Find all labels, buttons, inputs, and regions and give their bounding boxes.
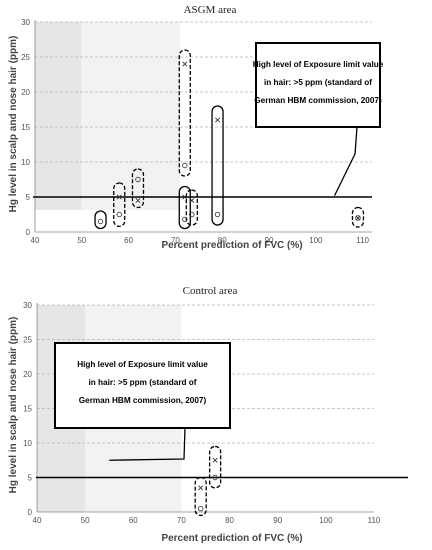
chart-1: ASGM area 0 5 10 15 20 25 30 40 50 60 70 80 90 100 110 P… (8, 4, 384, 251)
annotation-text-line: German HBM commission, 2007) (254, 96, 382, 105)
data-point-circle (355, 215, 361, 221)
y-tick-label: 15 (23, 405, 32, 414)
data-point-circle (116, 211, 122, 218)
data-point-cross (189, 197, 195, 204)
group-outline (185, 189, 198, 226)
y-tick-label: 20 (23, 370, 32, 379)
y-tick-label: 10 (21, 158, 30, 167)
x-tick-label: 60 (129, 516, 138, 525)
data-point-cross (198, 485, 204, 491)
chart-title: ASGM area (184, 4, 237, 16)
y-tick-label: 5 (28, 474, 33, 483)
x-tick-label: 40 (33, 516, 42, 525)
data-point-cross (215, 117, 221, 123)
x-tick-label: 110 (368, 516, 381, 525)
y-tick-label: 20 (21, 88, 30, 97)
chart-title: Control area (183, 285, 238, 297)
annotation-pointer (109, 427, 186, 461)
group-outline (178, 49, 191, 177)
data-point-circle (182, 216, 188, 223)
annotation-text-line: High level of Exposure limit value (253, 60, 384, 69)
group-outline (208, 445, 222, 489)
y-tick-label: 25 (23, 336, 32, 345)
group-outline (351, 206, 365, 228)
shaded-band (81, 22, 181, 210)
data-point-circle (182, 162, 188, 169)
y-tick-label: 0 (26, 228, 31, 237)
group-outline (94, 210, 107, 230)
annotation-pointer (333, 126, 358, 196)
y-tick-label: 5 (26, 193, 31, 202)
y-tick-label: 15 (21, 123, 30, 132)
data-point-cross (182, 194, 188, 200)
data-point-cross (355, 215, 361, 221)
annotation-text-line: in hair: >5 ppm (standard of (264, 78, 372, 87)
y-tick-label: 0 (28, 508, 33, 517)
x-tick-label: 50 (81, 516, 90, 525)
annotation-text-line: German HBM commission, 2007) (79, 396, 207, 405)
y-tick-label: 10 (23, 439, 32, 448)
x-tick-label: 90 (273, 516, 282, 525)
x-tick-label: 80 (225, 516, 234, 525)
y-tick-label: 25 (21, 53, 30, 62)
x-tick-label: 100 (309, 236, 323, 245)
x-axis-label: Percent prediction of FVC (%) (161, 533, 302, 544)
x-tick-label: 70 (171, 236, 180, 245)
data-point-circle (214, 211, 221, 218)
group-outline (194, 476, 207, 517)
annotation-box (255, 42, 381, 128)
data-point-circle (97, 218, 104, 225)
x-tick-label: 50 (77, 236, 86, 245)
group-outline (178, 185, 191, 230)
data-point-circle (197, 505, 204, 512)
group-outline (211, 105, 224, 226)
data-point-cross (182, 61, 188, 67)
chart-2: Control area 0 5 10 15 20 25 30 40 50 60 70 80 90 100 1… (8, 285, 408, 544)
data-point-circle (189, 211, 195, 218)
data-point-cross (212, 457, 218, 463)
data-point-cross (135, 197, 141, 204)
x-tick-label: 40 (31, 236, 40, 245)
group-outline (131, 168, 145, 209)
y-tick-label: 30 (21, 18, 30, 27)
x-tick-label: 80 (218, 236, 227, 245)
x-tick-label: 60 (124, 236, 133, 245)
data-point-circle (135, 176, 141, 183)
annotation-box (54, 342, 231, 429)
group-outline (113, 182, 126, 228)
x-tick-label: 90 (265, 236, 274, 245)
x-tick-label: 70 (177, 516, 186, 525)
x-tick-label: 110 (356, 236, 369, 245)
y-tick-label: 30 (23, 301, 32, 310)
y-axis-label: Hg level in scalp and nose hair (ppm) (8, 36, 19, 213)
x-axis-label: Percent prediction of FVC (%) (161, 240, 302, 251)
annotation-text-line: in hair: >5 ppm (standard of (88, 378, 196, 387)
y-axis-label: Hg level in scalp and nose hair (ppm) (8, 317, 19, 494)
data-point-cross (116, 194, 122, 200)
shaded-band (35, 22, 82, 210)
x-tick-label: 100 (319, 516, 333, 525)
data-point-circle (212, 474, 218, 481)
annotation-text-line: High level of Exposure limit value (77, 360, 208, 369)
